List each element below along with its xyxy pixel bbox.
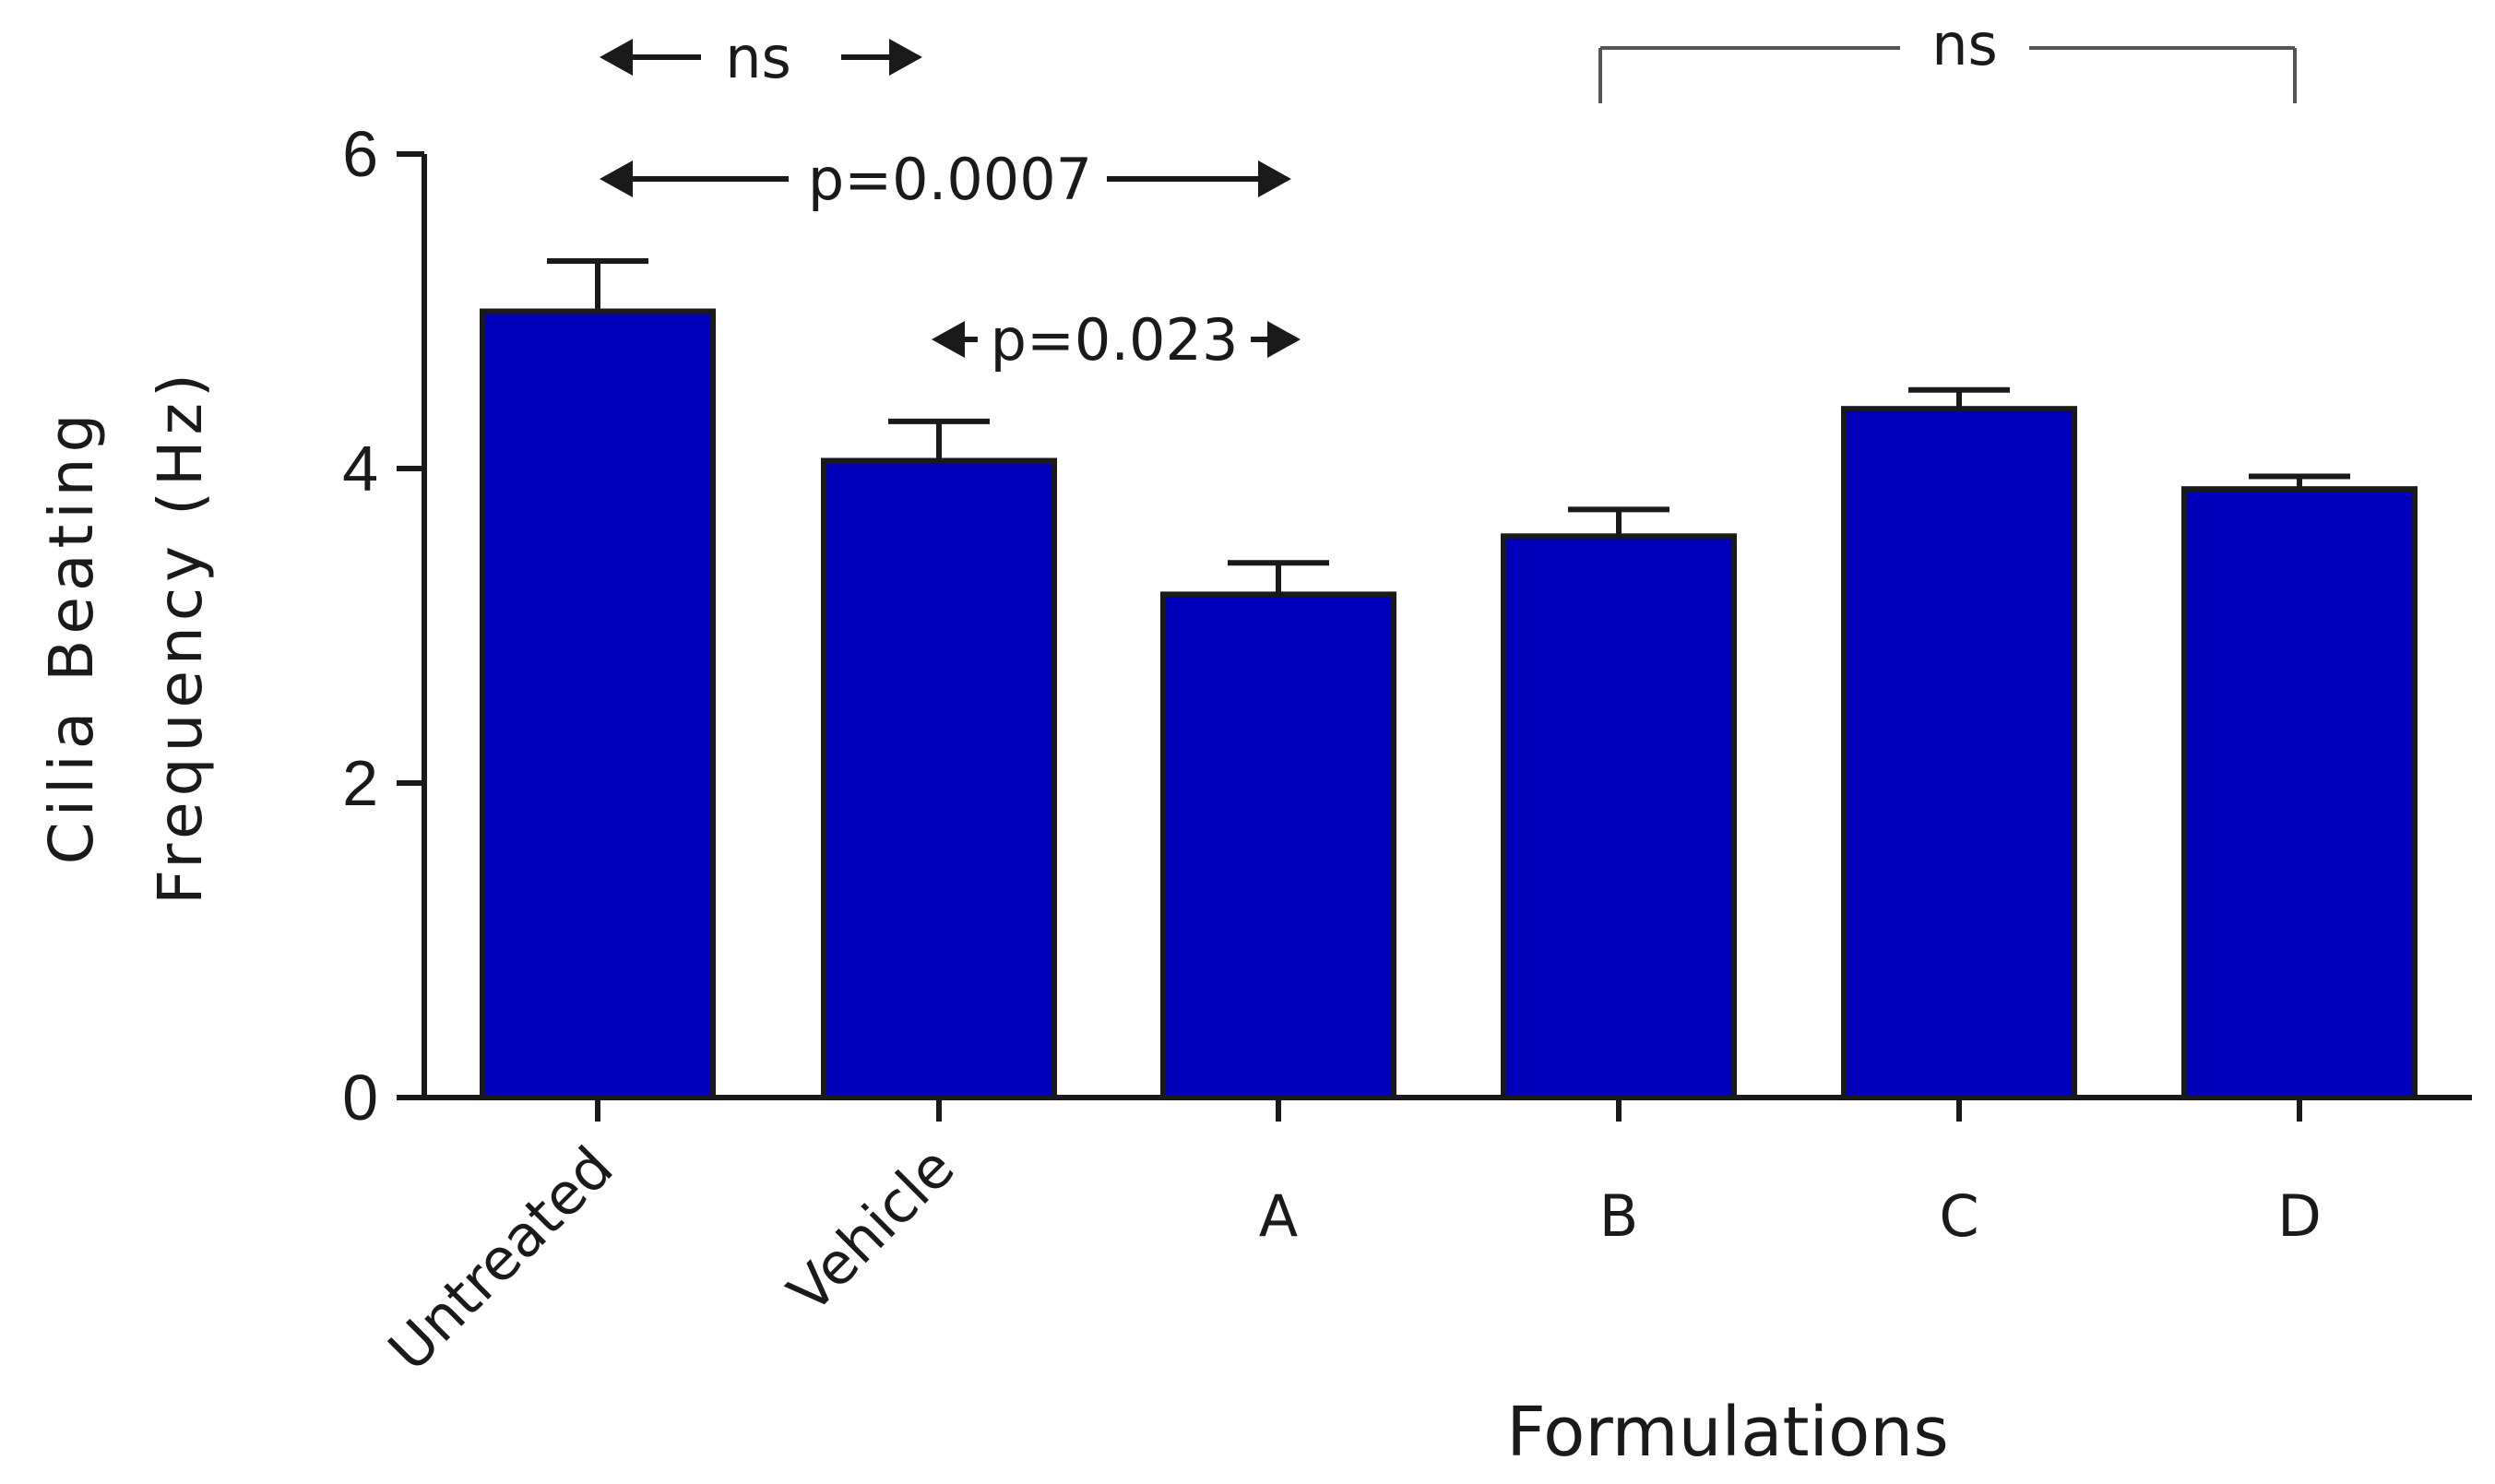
- y-tick-label-0: 0: [342, 1062, 378, 1134]
- y-tick-label-2: 2: [342, 747, 378, 819]
- y-axis-title: Cilia Beating Frequency (Hz): [36, 368, 216, 905]
- annotation-text-p-0-023-3: p=0.023: [991, 306, 1239, 374]
- annotation-text-p-0-0007-2: p=0.0007: [808, 146, 1092, 213]
- bar-vehicle: [821, 457, 1057, 1101]
- x-tick-label-untreated: Untreated: [375, 1134, 626, 1384]
- x-tick-label-c: C: [1939, 1182, 1978, 1250]
- annotation-text-ns-4: ns: [1931, 11, 1998, 78]
- y-tick-label-6: 6: [342, 118, 378, 190]
- y-tick-label-4: 4: [342, 433, 378, 505]
- bar-d: [2181, 486, 2418, 1100]
- y-axis-title-line-2: Frequency (Hz): [145, 368, 216, 905]
- bar-a: [1160, 591, 1396, 1100]
- x-tick-label-b: B: [1599, 1182, 1639, 1250]
- bar-c: [1841, 406, 2077, 1100]
- annotation-1: ns: [600, 24, 922, 91]
- bar-untreated: [480, 308, 716, 1100]
- y-axis-title-line-1: Cilia Beating: [36, 409, 107, 865]
- arrow-head-left: [600, 160, 633, 197]
- arrow-head-right: [1267, 321, 1301, 358]
- x-axis-title: Formulations: [1506, 1393, 1949, 1472]
- arrow-head-left: [600, 39, 633, 76]
- annotation-4: ns: [1598, 11, 2297, 103]
- x-tick-label-vehicle: Vehicle: [775, 1134, 967, 1325]
- annotation-3: p=0.023: [932, 306, 1301, 374]
- annotation-text-ns-1: ns: [725, 24, 791, 91]
- x-tick-label-d: D: [2277, 1182, 2322, 1250]
- x-tick-label-a: A: [1259, 1182, 1298, 1250]
- arrow-head-right: [1258, 160, 1291, 197]
- arrow-head-left: [932, 321, 965, 358]
- arrow-head-right: [889, 39, 922, 76]
- annotation-2: p=0.0007: [600, 146, 1291, 213]
- bar-b: [1501, 533, 1737, 1100]
